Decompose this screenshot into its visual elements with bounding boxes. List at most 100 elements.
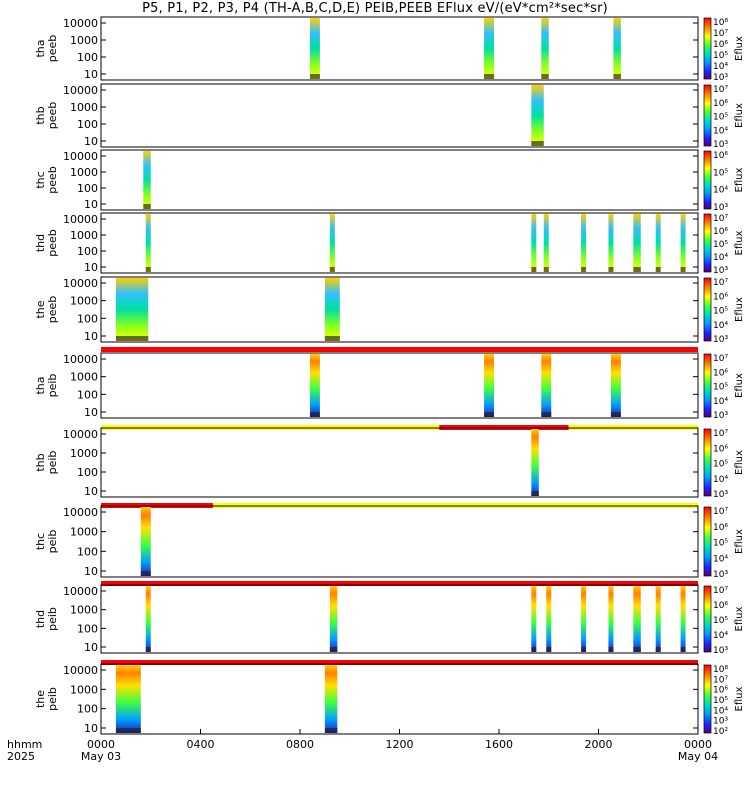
panel-thc-peeb: 10 100 1000 10000 thcpeeb 10³ 10⁴ 10⁵ 10⁶ Eflux [34, 149, 745, 213]
data-interval-lowband [115, 336, 149, 341]
colorbar-tick-label: 10⁴ [713, 631, 728, 641]
data-interval-lowband [581, 647, 587, 652]
data-interval [581, 586, 587, 652]
y-axis-label: thbpeeb [34, 102, 59, 130]
panel-thb-peeb: 10 100 1000 10000 thbpeeb 10³ 10⁴ 10⁵ 10⁶ 10⁷ Eflu… [34, 83, 745, 150]
colorbar-label: Eflux [734, 373, 745, 398]
colorbar-tick-label: 10⁶ [713, 40, 728, 50]
y-tick-label: 10000 [63, 17, 98, 30]
colorbar-tick-label: 10² [713, 727, 728, 737]
y-tick-label: 10 [84, 406, 98, 419]
y-tick-label: 10000 [63, 150, 98, 163]
y-tick-label: 1000 [70, 683, 98, 696]
data-interval-lowband [143, 204, 151, 209]
data-interval-lowband [531, 141, 544, 146]
y-axis-label-line: the [34, 300, 47, 318]
y-tick-label: 1000 [70, 34, 98, 47]
y-axis-label-line: peeb [46, 102, 59, 130]
y-axis-label-line: tha [34, 39, 47, 57]
data-interval-lowband [531, 647, 537, 652]
y-axis-label-line: peeb [46, 166, 59, 194]
panel-thc-peib: 10 100 1000 10000 thcpeib 10³ 10⁴ 10⁵ 10⁶ 10⁷ Eflu… [34, 503, 745, 580]
colorbar-tick-label: 10⁵ [713, 383, 728, 393]
colorbar-tick-label: 10⁵ [713, 616, 728, 626]
colorbar-tick-label: 10³ [713, 203, 728, 213]
data-interval-lowband [531, 267, 537, 272]
colorbar-tick-label: 10⁶ [713, 686, 728, 696]
data-interval-lowband [145, 267, 151, 272]
data-interval-lowband [633, 647, 641, 652]
colorbar-tick-label: 10³ [713, 266, 728, 276]
data-interval [115, 278, 149, 341]
data-interval [608, 586, 614, 652]
data-interval-lowband [309, 412, 320, 417]
data-interval [541, 354, 552, 417]
y-tick-label: 100 [77, 51, 98, 64]
y-tick-label: 10 [84, 565, 98, 578]
panel-frame [100, 584, 699, 654]
data-interval [655, 586, 661, 652]
colorbar-tick-label: 10⁴ [713, 186, 728, 196]
x-date-end: May 04 [678, 750, 718, 763]
data-interval-lowband [145, 647, 151, 652]
colorbar-tick-label: 10⁷ [713, 675, 728, 685]
y-axis-label-line: the [34, 690, 47, 708]
y-tick-label: 100 [77, 466, 98, 479]
y-tick-label: 100 [77, 182, 98, 195]
data-interval [531, 586, 537, 652]
panel-frame [100, 427, 699, 498]
colorbar-tick-label: 10⁶ [713, 99, 728, 109]
data-interval [309, 18, 320, 79]
colorbar-tick-label: 10⁷ [713, 507, 728, 517]
data-interval-lowband [680, 267, 686, 272]
y-axis-label: thapeib [34, 374, 59, 398]
data-interval-lowband [581, 267, 587, 272]
y-axis-label-line: peib [46, 607, 59, 631]
y-axis-label-line: peib [46, 687, 59, 711]
data-interval [531, 214, 537, 272]
y-tick-label: 1000 [70, 526, 98, 539]
mode-bar-segment [101, 660, 698, 665]
colorbar-tick-label: 10⁴ [713, 253, 728, 263]
colorbar-tick-label: 10³ [713, 490, 728, 500]
colorbar-tick-label: 10⁵ [713, 307, 728, 317]
panel-frame [100, 276, 699, 343]
y-tick-label: 10000 [63, 84, 98, 97]
colorbar [703, 84, 712, 147]
y-tick-label: 10000 [63, 428, 98, 441]
colorbar-tick-label: 10⁵ [713, 696, 728, 706]
y-tick-label: 100 [77, 545, 98, 558]
panel-thd-peib: 10 100 1000 10000 thdpeib 10³ 10⁴ 10⁵ 10⁶ 10⁷ Eflu… [34, 581, 745, 656]
data-interval-lowband [613, 74, 621, 79]
data-interval [680, 214, 686, 272]
y-tick-label: 1000 [70, 229, 98, 242]
colorbar-tick-label: 10⁴ [713, 397, 728, 407]
colorbar-tick-label: 10⁷ [713, 29, 728, 39]
y-axis-label-line: peib [46, 374, 59, 398]
data-interval-lowband [484, 74, 495, 79]
y-axis-label-line: thc [34, 171, 47, 188]
colorbar-tick-label: 10⁸ [713, 665, 728, 675]
colorbar-tick-label: 10⁴ [713, 475, 728, 485]
y-tick-label: 100 [77, 622, 98, 635]
data-interval [329, 214, 335, 272]
colorbar-tick-label: 10⁶ [713, 368, 728, 378]
y-axis-label-line: peeb [46, 229, 59, 257]
data-interval [610, 354, 621, 417]
colorbar-tick-label: 10³ [713, 411, 728, 421]
data-interval [633, 586, 641, 652]
x-axis-year: 2025 [7, 750, 35, 763]
data-interval-lowband [633, 267, 641, 272]
data-interval [543, 214, 549, 272]
colorbar [703, 150, 712, 210]
data-interval-lowband [543, 267, 549, 272]
y-tick-label: 10 [84, 485, 98, 498]
data-interval [140, 507, 151, 576]
chart-title: P5, P1, P2, P3, P4 (TH-A,B,C,D,E) PEIB,P… [142, 1, 608, 16]
data-interval [613, 18, 621, 79]
colorbar-tick-label: 10⁷ [713, 278, 728, 288]
colorbar-tick-label: 10⁷ [713, 354, 728, 364]
x-tick-label: 0000 [87, 738, 115, 751]
